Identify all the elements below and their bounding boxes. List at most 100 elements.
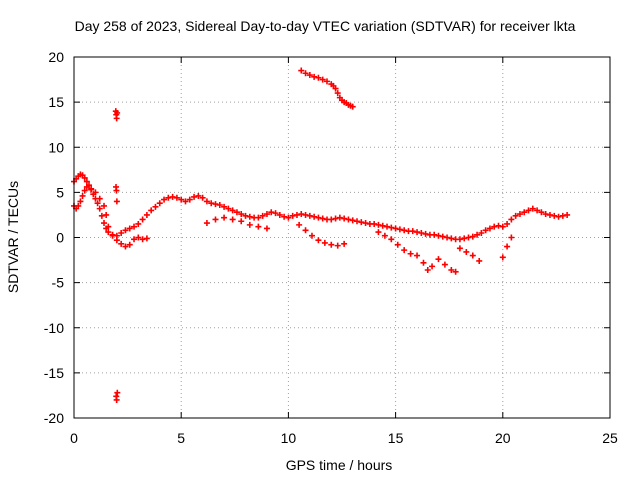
data-point <box>246 221 253 228</box>
y-tick-label-0: 20 <box>48 49 64 65</box>
data-point <box>551 212 558 219</box>
data-point <box>255 214 262 221</box>
data-point <box>525 207 532 214</box>
data-point <box>302 70 309 77</box>
x-tick-label-4: 20 <box>495 430 511 446</box>
data-point <box>143 211 150 218</box>
y-axis-label: SDTVAR / TECUs <box>5 181 21 293</box>
data-point <box>296 221 303 228</box>
data-point <box>263 225 270 232</box>
data-point <box>521 209 528 216</box>
y-tick-label-6: -10 <box>44 320 64 336</box>
data-point <box>212 201 219 208</box>
data-point <box>474 231 481 238</box>
data-point <box>486 225 493 232</box>
data-point <box>414 252 421 259</box>
data-point <box>203 198 210 205</box>
data-point <box>424 266 431 273</box>
data-point <box>96 195 103 202</box>
y-tick-label-5: -5 <box>52 275 65 291</box>
grid-lines <box>74 57 610 418</box>
data-point <box>242 212 249 219</box>
data-point <box>94 200 101 207</box>
data-point <box>311 213 318 220</box>
data-point <box>469 233 476 240</box>
data-point <box>555 213 562 220</box>
x-axis-label: GPS time / hours <box>286 457 393 473</box>
data-point <box>272 210 279 217</box>
x-tick-label-3: 15 <box>388 430 404 446</box>
x-tick-label-1: 5 <box>177 430 185 446</box>
data-point <box>103 211 110 218</box>
data-point <box>463 248 470 255</box>
data-point <box>469 252 476 259</box>
data-point <box>263 211 270 218</box>
data-point <box>212 216 219 223</box>
data-point <box>448 266 455 273</box>
data-point <box>354 218 361 225</box>
y-tick-label-8: -20 <box>44 410 64 426</box>
data-point <box>341 240 348 247</box>
data-point <box>186 196 193 203</box>
data-point <box>564 211 571 218</box>
data-point <box>491 223 498 230</box>
data-point <box>276 211 283 218</box>
data-point <box>311 73 318 80</box>
x-tick-label-5: 25 <box>602 430 618 446</box>
data-point <box>407 250 414 257</box>
data-point <box>83 183 90 190</box>
data-point <box>334 90 341 97</box>
data-point <box>229 216 236 223</box>
series-2 <box>203 214 515 275</box>
data-point <box>225 205 232 212</box>
data-point <box>306 212 313 219</box>
data-point <box>268 209 275 216</box>
data-point <box>328 216 335 223</box>
data-point <box>444 234 451 241</box>
data-point <box>161 196 168 203</box>
data-point <box>334 242 341 249</box>
data-point <box>143 235 150 242</box>
series-0 <box>71 171 571 243</box>
data-point <box>341 215 348 222</box>
data-point <box>323 78 330 85</box>
data-point <box>499 223 506 230</box>
data-point <box>281 213 288 220</box>
data-point <box>315 74 322 81</box>
data-point <box>414 229 421 236</box>
data-point <box>534 207 541 214</box>
data-point <box>336 214 343 221</box>
data-point <box>139 216 146 223</box>
data-point <box>101 220 108 227</box>
data-point <box>504 243 511 250</box>
series-1 <box>71 183 150 250</box>
data-point <box>191 193 198 200</box>
data-point <box>131 223 138 230</box>
data-point <box>152 203 159 210</box>
data-point <box>92 189 99 196</box>
data-point <box>83 178 90 185</box>
data-point <box>208 200 215 207</box>
data-point <box>328 241 335 248</box>
data-point <box>379 222 386 229</box>
data-point <box>113 187 120 194</box>
data-point <box>118 240 125 247</box>
data-point <box>508 216 515 223</box>
data-point <box>165 194 172 201</box>
data-point <box>420 259 427 266</box>
data-point <box>375 229 382 236</box>
data-point <box>113 115 120 122</box>
data-point <box>293 211 300 218</box>
data-point <box>542 211 549 218</box>
data-point <box>394 241 401 248</box>
data-point <box>285 214 292 221</box>
data-point <box>439 233 446 240</box>
data-point <box>315 214 322 221</box>
data-point <box>495 222 502 229</box>
data-point <box>441 261 448 268</box>
data-point <box>113 237 120 244</box>
data-point <box>114 109 121 116</box>
data-point <box>435 232 442 239</box>
y-tick-label-4: 0 <box>56 230 64 246</box>
